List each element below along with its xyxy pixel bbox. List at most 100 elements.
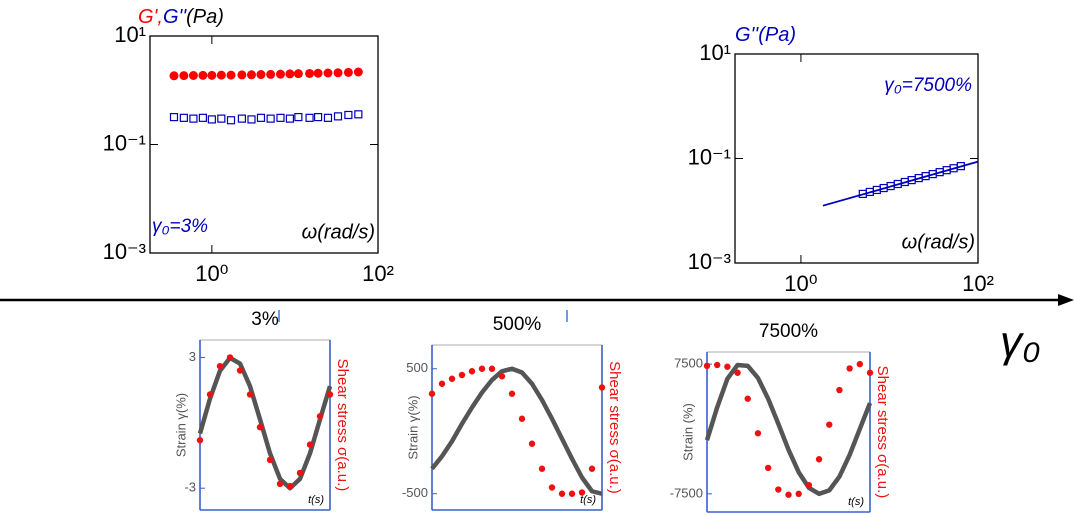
point bbox=[294, 112, 303, 122]
point bbox=[237, 70, 247, 80]
point bbox=[805, 481, 813, 489]
point bbox=[323, 113, 333, 122]
point bbox=[256, 423, 264, 431]
point bbox=[226, 70, 236, 80]
y-tick-label: 10⁻¹ bbox=[103, 130, 146, 155]
point bbox=[198, 113, 207, 122]
y-tick-label: 3 bbox=[189, 349, 196, 364]
point bbox=[169, 112, 179, 122]
point bbox=[216, 70, 226, 80]
point bbox=[498, 373, 506, 380]
point bbox=[236, 367, 244, 374]
point bbox=[528, 440, 536, 447]
y-axis-label: Strain γ(%) bbox=[405, 395, 420, 459]
y-tick-label: 7500 bbox=[674, 356, 703, 371]
series-line bbox=[197, 355, 333, 491]
series-line bbox=[704, 362, 873, 497]
point bbox=[266, 69, 276, 79]
point bbox=[179, 113, 188, 122]
point bbox=[296, 469, 304, 477]
arrow-head bbox=[1058, 294, 1074, 306]
point bbox=[313, 68, 323, 78]
point bbox=[305, 68, 315, 78]
point bbox=[344, 110, 353, 120]
point bbox=[458, 371, 466, 379]
x-tick-label: 10² bbox=[362, 261, 394, 286]
y-axis-label: G''(Pa) bbox=[735, 24, 796, 46]
panel-title: 3% bbox=[251, 309, 279, 330]
point bbox=[206, 391, 214, 398]
point bbox=[285, 114, 295, 123]
y-tick-label: 500 bbox=[406, 360, 428, 375]
point bbox=[247, 115, 256, 124]
point bbox=[448, 375, 456, 382]
point bbox=[508, 390, 516, 397]
point bbox=[548, 484, 556, 491]
point bbox=[438, 380, 446, 387]
point bbox=[226, 116, 236, 125]
point bbox=[169, 71, 179, 81]
point bbox=[598, 384, 606, 391]
point bbox=[266, 456, 274, 464]
point bbox=[333, 68, 343, 78]
point bbox=[568, 490, 576, 497]
point bbox=[428, 390, 436, 397]
y-axis-label: G',G''(Pa) bbox=[138, 6, 224, 28]
point bbox=[754, 430, 762, 437]
y-tick-label: -7500 bbox=[670, 485, 703, 500]
point bbox=[207, 70, 217, 80]
y-axis-label-part: G'' bbox=[163, 6, 187, 28]
panel-title: 500% bbox=[493, 314, 542, 335]
y-axis-label-part: G''(Pa) bbox=[735, 24, 796, 46]
point bbox=[246, 391, 254, 398]
point bbox=[354, 110, 363, 119]
panel-title: 7500% bbox=[759, 321, 818, 342]
point bbox=[276, 480, 284, 488]
y-tick-label: 10¹ bbox=[114, 22, 146, 47]
point bbox=[744, 395, 751, 402]
y-tick-label: 10¹ bbox=[699, 40, 731, 65]
point bbox=[266, 114, 275, 123]
point bbox=[846, 365, 853, 372]
point bbox=[305, 113, 314, 122]
y-tick-label: 10⁻³ bbox=[103, 239, 146, 264]
y-axis-label-part: , bbox=[157, 6, 163, 28]
point bbox=[713, 361, 721, 369]
y-axis-label-part: G' bbox=[138, 6, 159, 28]
x-axis-label: ω(rad/s) bbox=[302, 221, 375, 243]
series-line bbox=[822, 160, 979, 207]
point bbox=[558, 490, 566, 497]
y-axis-label: Strain γ(%) bbox=[173, 393, 188, 457]
point bbox=[188, 71, 198, 81]
point bbox=[293, 69, 303, 79]
point bbox=[578, 489, 586, 496]
y-axis-label: Strain (%) bbox=[680, 403, 695, 461]
point bbox=[323, 68, 333, 78]
point bbox=[275, 69, 285, 79]
point bbox=[815, 456, 823, 463]
point bbox=[189, 114, 198, 123]
x-tick-label: 10⁰ bbox=[784, 271, 817, 296]
point bbox=[246, 70, 256, 80]
point bbox=[217, 114, 226, 123]
y-tick-label: 10⁻³ bbox=[688, 249, 731, 274]
point bbox=[836, 386, 843, 394]
point bbox=[313, 112, 323, 122]
point bbox=[316, 413, 324, 420]
point bbox=[256, 70, 266, 80]
y-tick-label: -3 bbox=[184, 480, 196, 495]
point bbox=[518, 415, 526, 422]
point bbox=[285, 69, 295, 79]
point bbox=[724, 363, 731, 370]
point bbox=[198, 70, 208, 80]
point bbox=[826, 421, 833, 428]
annotation: γ₀=3% bbox=[152, 216, 208, 237]
point bbox=[179, 71, 189, 81]
point bbox=[353, 67, 363, 77]
point bbox=[764, 464, 772, 472]
point bbox=[538, 465, 546, 472]
point bbox=[237, 114, 247, 123]
point bbox=[468, 368, 476, 375]
point bbox=[256, 113, 266, 122]
